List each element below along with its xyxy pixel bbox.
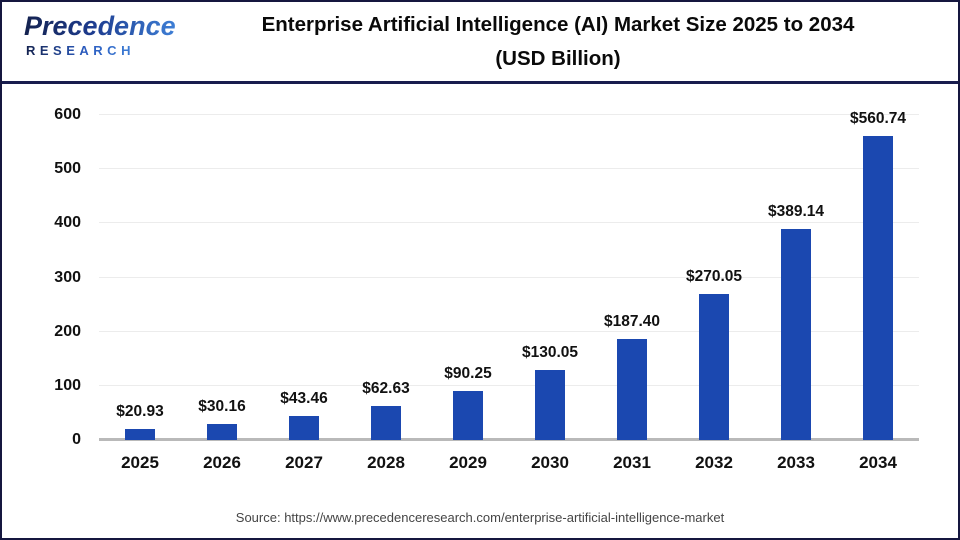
x-tick-label-2033: 2033 [777,453,815,472]
x-tick-label-2030: 2030 [531,453,569,472]
x-tick-label-2025: 2025 [121,453,159,472]
bar-value-label-2028: $62.63 [362,380,410,398]
y-tick-label-0: 0 [72,431,81,448]
y-tick-label-400: 400 [54,214,81,232]
y-tick-label-100: 100 [54,376,81,394]
x-tick-label-2029: 2029 [449,453,487,472]
x-tick-label-2027: 2027 [285,453,323,472]
y-tick-label-300: 300 [54,268,81,286]
x-axis-line [99,438,919,441]
y-tick-label-600: 600 [54,106,81,123]
bar-value-label-2027: $43.46 [280,390,328,408]
bar-value-label-2029: $90.25 [444,365,492,383]
plot-area: 0 100 200 300 400 500 600 $20.93 2025 $30.16 2026 $… [54,106,919,472]
gridline-500 [99,168,919,170]
bar-value-label-2025: $20.93 [116,402,164,420]
x-tick-label-2026: 2026 [203,453,241,472]
gridline-600 [99,114,919,115]
bar-value-label-2026: $30.16 [198,397,246,415]
bar-2029 [453,391,483,440]
bar-value-label-2033: $389.14 [767,203,825,221]
bar-2025 [125,428,155,440]
x-tick-label-2032: 2032 [695,453,733,472]
y-tick-label-500: 500 [54,160,81,178]
y-tick-label-200: 200 [54,322,81,340]
chart-title-line1: Enterprise Artificial Intelligence (AI) … [261,13,855,37]
bar-2030 [535,369,565,440]
bar-2026 [207,423,237,440]
bar-2027 [289,416,319,440]
gridline-400 [99,222,919,224]
bar-2033 [781,229,811,440]
logo-wordmark: Precedence [24,11,176,41]
source-text: Source: https://www.precedenceresearch.c… [235,510,725,525]
gridline-100 [99,384,919,386]
bar-value-label-2030: $130.05 [521,343,579,361]
gridline-200 [99,330,919,332]
x-tick-label-2031: 2031 [613,453,651,472]
bar-2032 [699,293,729,440]
bar-value-label-2031: $187.40 [603,312,661,330]
bar-2028 [371,406,401,440]
x-tick-label-2034: 2034 [859,453,897,472]
bar-value-label-2032: $270.05 [685,267,743,285]
gridline-300 [99,276,919,278]
bar-2031 [617,338,647,440]
chart-header: Precedence RESEARCH Enterprise Artificia… [2,2,958,84]
bar-value-label-2034: $560.74 [849,110,907,128]
chart-title: Enterprise Artificial Intelligence (AI) … [176,2,940,81]
bar-2034 [863,136,893,440]
chart-title-line2: (USD Billion) [495,46,621,70]
logo-subtitle: RESEARCH [26,43,135,58]
precedence-research-logo: Precedence RESEARCH [24,11,176,58]
x-tick-label-2028: 2028 [367,453,405,472]
